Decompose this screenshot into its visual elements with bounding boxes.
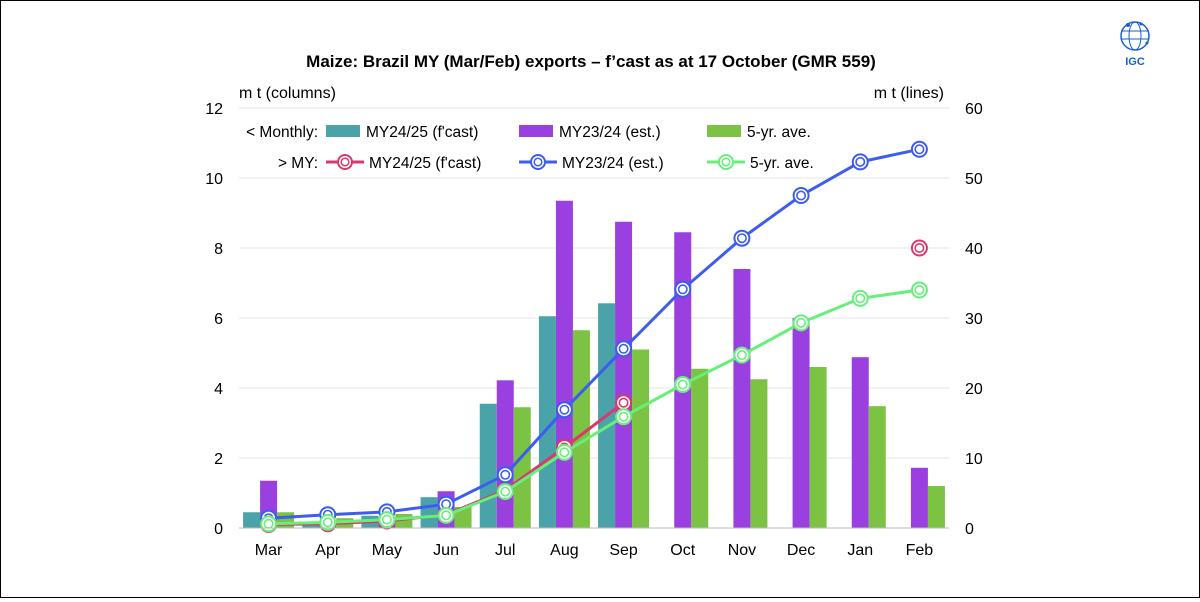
legend: < Monthly: > MY: MY24/25 (f'cast) MY23/24 (… xyxy=(246,124,814,172)
legend-entry: MY23/24 (est.) xyxy=(562,155,664,172)
logo: IGC xyxy=(1120,21,1150,68)
y-axis-right-label: m t (lines) xyxy=(874,85,944,102)
legend-swatch xyxy=(519,125,553,137)
legend-entry: 5-yr. ave. xyxy=(747,124,811,141)
legend-swatch xyxy=(707,125,741,137)
bar xyxy=(496,380,514,528)
bar xyxy=(750,379,768,528)
bar xyxy=(910,467,928,528)
legend-entry: MY24/25 (f'cast) xyxy=(366,124,478,141)
series-line xyxy=(268,147,920,520)
y-right-tick-label: 40 xyxy=(965,241,983,258)
line-point xyxy=(792,314,810,332)
x-tick-label: Oct xyxy=(670,542,695,559)
bar xyxy=(538,316,556,528)
legend-entry: MY24/25 (f'cast) xyxy=(369,155,481,172)
line-point xyxy=(851,289,869,307)
line-series xyxy=(260,140,928,533)
line-point xyxy=(437,506,455,524)
bar xyxy=(555,200,573,528)
y-right-tick-label: 0 xyxy=(965,521,974,538)
y-right-tick-label: 60 xyxy=(965,101,983,118)
x-tick-label: Mar xyxy=(255,542,283,559)
bar xyxy=(691,368,709,528)
y-axis-left-label: m t (columns) xyxy=(239,85,336,102)
y-left-tick-label: 4 xyxy=(214,381,223,398)
legend-monthly-label: < Monthly: xyxy=(246,124,318,141)
bar xyxy=(851,357,869,528)
legend-marker-inner xyxy=(721,157,731,167)
bar xyxy=(420,497,438,528)
line-point xyxy=(319,513,337,531)
line-point xyxy=(674,280,692,298)
globe-icon xyxy=(1120,21,1150,51)
line-point xyxy=(378,511,396,529)
line-point xyxy=(910,239,928,257)
line-point xyxy=(615,408,633,426)
line-point xyxy=(555,443,573,461)
gridlines xyxy=(239,107,949,459)
bar xyxy=(513,407,531,528)
bar xyxy=(302,524,320,528)
bar xyxy=(615,221,633,528)
bar-series xyxy=(243,200,945,528)
logo-text: IGC xyxy=(1125,56,1145,68)
bar xyxy=(792,318,810,528)
y-left-tick-label: 8 xyxy=(214,241,223,258)
axes: 0 2 4 6 8 10 12 0 10 20 30 40 50 60 Mar Apr May Jun Jul Aug… xyxy=(205,101,983,559)
line-point xyxy=(496,483,514,501)
line-point xyxy=(615,394,633,412)
bar xyxy=(632,349,650,528)
bar xyxy=(572,330,590,528)
legend-my-label: > MY: xyxy=(278,155,318,172)
legend-marker-inner xyxy=(340,157,350,167)
y-left-tick-label: 10 xyxy=(205,171,223,188)
line-point xyxy=(851,153,869,171)
y-left-tick-label: 0 xyxy=(214,521,223,538)
x-tick-label: Feb xyxy=(906,542,934,559)
series-line xyxy=(268,288,920,526)
line-point xyxy=(260,515,278,533)
x-tick-label: Nov xyxy=(728,542,756,559)
legend-marker-inner xyxy=(533,157,543,167)
bar xyxy=(733,269,751,528)
line-point xyxy=(910,140,928,158)
legend-entry: 5-yr. ave. xyxy=(750,155,814,172)
y-left-tick-label: 2 xyxy=(214,451,223,468)
chart-title: Maize: Brazil MY (Mar/Feb) exports – f’c… xyxy=(306,52,876,71)
y-right-tick-label: 10 xyxy=(965,451,983,468)
y-right-tick-label: 20 xyxy=(965,381,983,398)
line-point xyxy=(910,281,928,299)
y-right-tick-label: 30 xyxy=(965,311,983,328)
bar xyxy=(454,507,472,528)
x-tick-label: Jul xyxy=(495,542,515,559)
line-point xyxy=(615,340,633,358)
legend-entry: MY23/24 (est.) xyxy=(559,124,661,141)
x-tick-label: Dec xyxy=(787,542,815,559)
line-point xyxy=(555,401,573,419)
x-tick-label: Jun xyxy=(433,542,459,559)
y-left-tick-label: 12 xyxy=(205,101,223,118)
x-tick-label: Apr xyxy=(315,542,341,559)
x-tick-label: Sep xyxy=(609,542,638,559)
line-point xyxy=(496,466,514,484)
y-left-tick-label: 6 xyxy=(214,311,223,328)
x-tick-label: Aug xyxy=(550,542,578,559)
x-tick-label: Jan xyxy=(847,542,873,559)
legend-swatch xyxy=(326,125,360,137)
line-point xyxy=(733,229,751,247)
bar xyxy=(479,403,497,528)
bar xyxy=(927,486,945,528)
line-point xyxy=(792,187,810,204)
y-right-tick-label: 50 xyxy=(965,171,983,188)
bar xyxy=(243,512,261,528)
line-point xyxy=(733,346,751,364)
line-point xyxy=(674,376,692,393)
x-tick-label: May xyxy=(372,542,402,559)
bar xyxy=(868,406,886,528)
bar xyxy=(809,367,827,528)
